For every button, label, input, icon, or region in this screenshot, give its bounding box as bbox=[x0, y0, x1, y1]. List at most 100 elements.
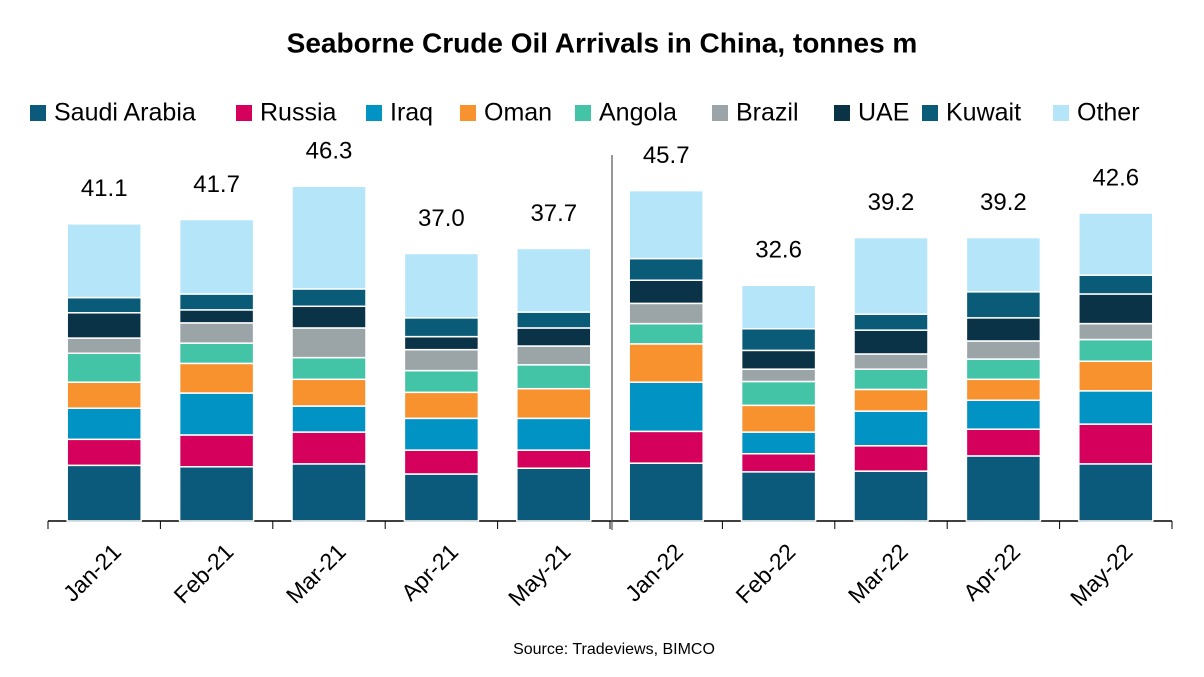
bar-segment bbox=[1078, 338, 1154, 362]
bar-segment bbox=[66, 464, 142, 522]
bar-segment bbox=[403, 317, 480, 338]
bar-segment bbox=[965, 455, 1042, 522]
bar-segment bbox=[965, 358, 1042, 381]
x-tick-label: Feb-22 bbox=[731, 538, 801, 608]
bar-segment bbox=[628, 257, 704, 281]
legend-label: Saudi Arabia bbox=[54, 99, 196, 127]
bar-segment bbox=[178, 342, 255, 365]
total-label: 39.2 bbox=[868, 189, 915, 216]
bar-segment bbox=[66, 381, 142, 409]
legend-swatch bbox=[575, 105, 591, 121]
bar-segment bbox=[853, 368, 929, 391]
bar-segment bbox=[628, 343, 704, 383]
bar-segment bbox=[66, 407, 142, 441]
bar-segment bbox=[740, 380, 817, 407]
bar-segment bbox=[291, 185, 367, 290]
bar-segment bbox=[403, 252, 480, 319]
bar-segment bbox=[66, 438, 142, 467]
bar-segment bbox=[403, 417, 480, 451]
total-label: 39.2 bbox=[980, 189, 1027, 216]
bar-segment bbox=[66, 223, 142, 299]
bar-segment bbox=[178, 392, 255, 436]
bar-segment bbox=[853, 313, 929, 331]
total-label: 32.6 bbox=[755, 237, 802, 264]
bar-segment bbox=[1078, 293, 1154, 325]
bar-segment bbox=[628, 302, 704, 325]
total-label: 42.6 bbox=[1092, 164, 1139, 191]
bar-segment bbox=[1078, 322, 1154, 341]
bar-segment bbox=[1078, 274, 1154, 295]
bar-segment bbox=[516, 364, 592, 390]
bar-segment bbox=[291, 431, 367, 465]
bar-segment bbox=[965, 378, 1042, 402]
legend-swatch bbox=[236, 105, 252, 121]
bar-segment bbox=[628, 381, 704, 433]
bar-segment bbox=[1078, 423, 1154, 465]
bar-segment bbox=[291, 305, 367, 329]
total-label: 41.1 bbox=[81, 175, 128, 202]
total-label: 37.7 bbox=[530, 200, 577, 227]
bar-segment bbox=[403, 473, 480, 522]
total-label: 45.7 bbox=[643, 142, 690, 169]
total-label: 46.3 bbox=[306, 138, 353, 165]
bar-segment bbox=[740, 284, 817, 330]
legend-swatch bbox=[712, 105, 728, 121]
bar-segment bbox=[965, 291, 1042, 319]
bar-segment bbox=[853, 236, 929, 315]
bar-segment bbox=[965, 399, 1042, 430]
bar-segment bbox=[965, 317, 1042, 342]
bar-segment bbox=[403, 369, 480, 394]
bar-segment bbox=[628, 430, 704, 464]
total-label: 37.0 bbox=[418, 205, 465, 232]
bar-segment bbox=[291, 356, 367, 381]
x-tick-label: Apr-22 bbox=[958, 538, 1025, 605]
legend-label: Oman bbox=[484, 99, 552, 127]
bar-segment bbox=[66, 312, 142, 339]
bar-segment bbox=[178, 309, 255, 324]
bar-segment bbox=[853, 410, 929, 447]
bar-segment bbox=[853, 470, 929, 522]
x-tick-label: Mar-21 bbox=[281, 538, 351, 608]
legend-label: Angola bbox=[599, 99, 677, 127]
legend-label: Brazil bbox=[736, 99, 799, 127]
bar-segment bbox=[516, 311, 592, 329]
bar-segment bbox=[628, 189, 704, 260]
x-tick-label: May-21 bbox=[503, 538, 576, 611]
bar-segment bbox=[66, 337, 142, 355]
bar-segment bbox=[291, 378, 367, 407]
total-label: 41.7 bbox=[193, 171, 240, 198]
bar-segment bbox=[1078, 463, 1154, 522]
legend-label: Russia bbox=[260, 99, 337, 127]
legend-swatch bbox=[922, 105, 938, 121]
bar-segment bbox=[965, 236, 1042, 293]
bar-segment bbox=[516, 345, 592, 366]
bar-segment bbox=[628, 322, 704, 345]
bar-segment bbox=[740, 431, 817, 455]
bar-segment bbox=[403, 335, 480, 351]
x-tick-label: Feb-21 bbox=[169, 538, 239, 608]
legend-swatch bbox=[366, 105, 382, 121]
bar-segment bbox=[403, 449, 480, 475]
bar-segment bbox=[740, 404, 817, 433]
legend-swatch bbox=[30, 105, 46, 121]
bar-segment bbox=[628, 462, 704, 522]
x-tick-label: Jan-21 bbox=[58, 538, 126, 606]
bar-segment bbox=[403, 391, 480, 420]
legend-label: Kuwait bbox=[946, 99, 1021, 127]
bar-segment bbox=[740, 327, 817, 352]
bar-segment bbox=[403, 348, 480, 372]
bar-segment bbox=[740, 471, 817, 522]
bar-segment bbox=[628, 279, 704, 305]
bar-segment bbox=[740, 368, 817, 383]
bar-segment bbox=[66, 352, 142, 383]
legend-label: UAE bbox=[858, 99, 909, 127]
bar-segment bbox=[1078, 212, 1154, 276]
bar-segment bbox=[740, 453, 817, 473]
bar-segment bbox=[516, 387, 592, 420]
bar-segment bbox=[516, 417, 592, 451]
bar-segment bbox=[853, 445, 929, 472]
bar-segment bbox=[516, 247, 592, 313]
x-tick-label: Jan-22 bbox=[620, 538, 688, 606]
bar-segment bbox=[178, 322, 255, 344]
